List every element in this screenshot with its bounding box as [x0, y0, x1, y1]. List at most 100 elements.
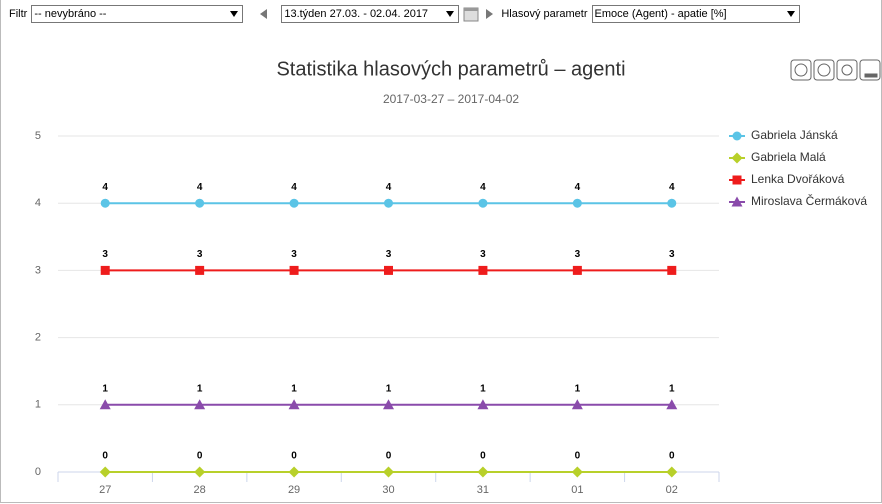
x-tick-label: 01: [571, 484, 583, 496]
data-label: 3: [291, 249, 297, 260]
point: [288, 399, 300, 410]
point: [478, 198, 488, 208]
data-label: 4: [386, 182, 392, 193]
prev-week[interactable]: [247, 7, 277, 21]
tool-button[interactable]: [836, 59, 858, 81]
point: [477, 399, 489, 410]
dropdown-arrow: [230, 11, 239, 17]
point: [195, 265, 205, 275]
point: [571, 399, 583, 410]
point: [100, 198, 110, 208]
point: [194, 399, 206, 410]
point: [572, 198, 582, 208]
point: [667, 198, 677, 208]
x-tick-label: 27: [99, 484, 111, 496]
point: [571, 466, 583, 478]
x-tick-label: 31: [477, 484, 489, 496]
legend-label: Gabriela Jánská: [751, 128, 838, 142]
x-tick-label: 30: [382, 484, 394, 496]
data-label: 0: [669, 451, 675, 462]
data-label: 4: [197, 182, 203, 193]
param-select[interactable]: Emoce (Agent) - apatie [%]: [591, 5, 800, 23]
param-label: Hlasový parametr: [501, 8, 588, 20]
legend-marker: [731, 152, 743, 164]
data-label: 3: [480, 249, 486, 260]
y-tick-label: 5: [35, 130, 41, 142]
point: [289, 198, 299, 208]
data-label: 1: [197, 383, 203, 394]
data-label: 3: [386, 249, 392, 260]
calendar-icon[interactable]: [463, 6, 479, 22]
data-label: 1: [102, 383, 108, 394]
data-label: 3: [102, 249, 108, 260]
x-tick-label: 29: [288, 484, 300, 496]
chart-subtitle: 2017-03-27 – 2017-04-02: [383, 92, 519, 106]
point: [477, 466, 489, 478]
chart-tools: [790, 59, 881, 81]
data-label: 3: [575, 249, 581, 260]
dropdown-arrow: [446, 11, 455, 17]
point: [99, 466, 111, 478]
data-label: 1: [575, 383, 581, 394]
legend-marker: [732, 131, 742, 141]
data-label: 1: [669, 383, 675, 394]
point: [478, 265, 488, 275]
week-select[interactable]: 13.týden 27.03. - 02.04. 2017: [281, 5, 460, 23]
data-label: 0: [197, 451, 203, 462]
tool-button[interactable]: [859, 59, 881, 81]
point: [289, 265, 299, 275]
x-tick-label: 28: [194, 484, 206, 496]
legend-marker: [732, 175, 742, 185]
point: [572, 265, 582, 275]
data-label: 4: [102, 182, 108, 193]
x-tick-label: 02: [666, 484, 678, 496]
data-label: 3: [669, 249, 675, 260]
point: [667, 265, 677, 275]
point: [195, 198, 205, 208]
week-value: 13.týden 27.03. - 02.04. 2017: [284, 8, 429, 20]
data-label: 0: [480, 451, 486, 462]
point: [288, 466, 300, 478]
data-label: 4: [575, 182, 581, 193]
data-label: 0: [102, 451, 108, 462]
data-label: 4: [291, 182, 297, 193]
point: [384, 198, 393, 208]
legend-marker: [731, 196, 743, 207]
point: [666, 466, 678, 478]
point: [383, 466, 394, 478]
point: [194, 466, 206, 478]
y-tick-label: 3: [35, 264, 41, 276]
data-label: 4: [480, 182, 486, 193]
y-tick-label: 1: [35, 399, 41, 411]
filter-value: -- nevybráno --: [34, 8, 107, 20]
y-tick-label: 4: [35, 197, 41, 209]
data-label: 4: [669, 182, 675, 193]
next-week[interactable]: [483, 7, 497, 21]
data-label: 3: [197, 249, 203, 260]
y-tick-label: 2: [35, 332, 41, 344]
legend-label: Miroslava Čermáková: [751, 193, 867, 208]
point: [383, 399, 394, 410]
data-label: 0: [386, 451, 392, 462]
param-value: Emoce (Agent) - apatie [%]: [594, 8, 727, 20]
legend-label: Gabriela Malá: [751, 150, 826, 164]
chart: Statistika hlasových parametrů – agenti …: [35, 58, 881, 496]
data-label: 1: [480, 383, 486, 394]
point: [666, 399, 678, 410]
filter-select[interactable]: -- nevybráno --: [31, 5, 244, 23]
point: [384, 265, 393, 275]
dropdown-arrow: [786, 11, 795, 17]
tool-button[interactable]: [790, 59, 812, 81]
point: [100, 265, 110, 275]
tool-button[interactable]: [813, 59, 835, 81]
data-label: 1: [386, 383, 392, 394]
y-tick-label: 0: [35, 466, 41, 478]
data-label: 1: [291, 383, 297, 394]
legend-label: Lenka Dvořáková: [751, 172, 845, 186]
data-label: 0: [291, 451, 297, 462]
data-label: 0: [575, 451, 581, 462]
chart-title: Statistika hlasových parametrů – agenti: [276, 58, 625, 80]
toolbar: Filtr -- nevybráno -- 13.týden 27.03. - …: [1, 0, 881, 28]
point: [99, 399, 111, 410]
